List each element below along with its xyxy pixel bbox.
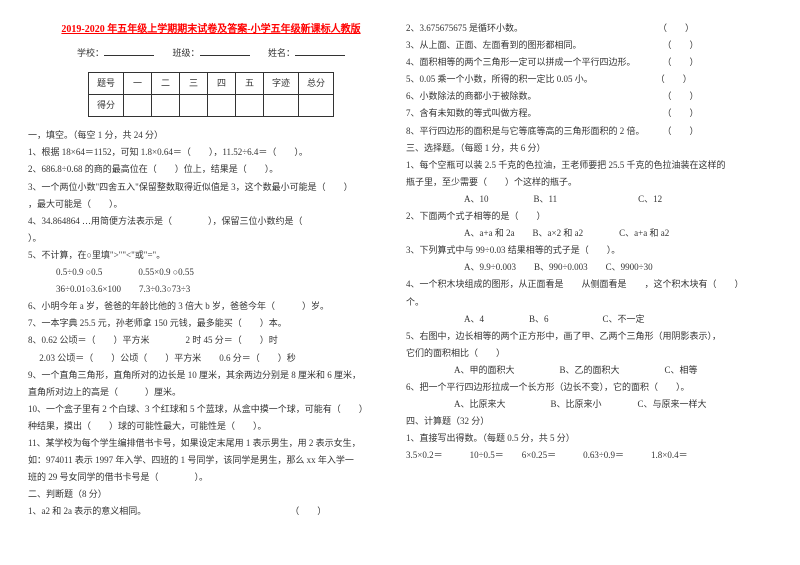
exam-title: 2019-2020 年五年级上学期期末试卷及答案-小学五年级新课标人教版 bbox=[28, 20, 394, 39]
q3b: ，最大可能是（ ）。 bbox=[28, 196, 394, 213]
q4b: ）。 bbox=[28, 230, 394, 247]
q8b: 2.03 公顷＝（ ）公顷（ ）平方米 0.6 分＝（ ）秒 bbox=[28, 350, 394, 367]
x5b: 它们的面积相比（ ） bbox=[406, 345, 772, 362]
x1b: 瓶子里，至少需要（ ）个这样的瓶子。 bbox=[406, 174, 772, 191]
q5a: 0.5÷0.9 ○0.5 0.55×0.9 ○0.55 bbox=[28, 264, 394, 281]
name-blank bbox=[295, 46, 345, 56]
x5: 5、右图中，边长相等的两个正方形中，画了甲、乙两个三角形（用阴影表示）， bbox=[406, 328, 772, 345]
q1: 1、根据 18×64＝1152，可知 1.8×0.64＝（ ），11.52÷6.… bbox=[28, 144, 394, 161]
section-4-heading: 四、计算题（32 分） bbox=[406, 413, 772, 430]
x6o: A、比原来大 B、比原来小 C、与原来一样大 bbox=[406, 396, 772, 413]
q6: 6、小明今年 a 岁，爸爸的年龄比他的 3 倍大 b 岁，爸爸今年（ ）岁。 bbox=[28, 298, 394, 315]
section-1-heading: 一，填空。（每空 1 分，共 24 分） bbox=[28, 127, 394, 144]
th-4: 四 bbox=[207, 73, 235, 95]
x1o: A、10 B、11 C、12 bbox=[406, 191, 772, 208]
q9: 9、一个直角三角形，直角所对的边长是 10 厘米，其余两边分别是 8 厘米和 6… bbox=[28, 367, 394, 384]
th-6: 字迹 bbox=[263, 73, 298, 95]
th-7: 总分 bbox=[299, 73, 334, 95]
j1: 1、a2 和 2a 表示的意义相同。 （ ） bbox=[28, 503, 394, 520]
q10: 10、一个盒子里有 2 个白球、3 个红球和 5 个蓝球，从盒中摸一个球，可能有… bbox=[28, 401, 394, 418]
c1a: 3.5×0.2＝ 10÷0.5＝ 6×0.25＝ 0.63÷0.9＝ 1.8×0… bbox=[406, 447, 772, 464]
score-header-row: 题号 一 二 三 四 五 字迹 总分 bbox=[88, 73, 333, 95]
q11c: 班的 29 号女同学的借书卡号是（ ）。 bbox=[28, 469, 394, 486]
class-label: 班级： bbox=[172, 45, 199, 62]
x4b: 个。 bbox=[406, 294, 772, 311]
name-label: 姓名： bbox=[268, 45, 295, 62]
x2: 2、下面两个式子相等的是（ ） bbox=[406, 208, 772, 225]
j2: 2、3.675675675 是循环小数。 （ ） bbox=[406, 20, 772, 37]
x5o: A、甲的面积大 B、乙的面积大 C、相等 bbox=[406, 362, 772, 379]
j8: 8、平行四边形的面积是与它等底等高的三角形面积的 2 倍。 （ ） bbox=[406, 123, 772, 140]
j3: 3、从上面、正面、左面看到的图形都相同。 （ ） bbox=[406, 37, 772, 54]
x4: 4、一个积木块组成的图形，从正面看是 从侧面看是 ，这个积木块有（ ） bbox=[406, 276, 772, 293]
school-label: 学校： bbox=[77, 45, 104, 62]
q4: 4、34.864864 …用简便方法表示是（ ），保留三位小数约是（ bbox=[28, 213, 394, 230]
x6: 6、把一个平行四边形拉成一个长方形（边长不变），它的面积（ ）。 bbox=[406, 379, 772, 396]
class-blank bbox=[200, 46, 250, 56]
th-1: 一 bbox=[123, 73, 151, 95]
q5: 5、不计算，在○里填">""<"或"="。 bbox=[28, 247, 394, 264]
x3: 3、下列算式中与 99÷0.03 结果相等的式子是（ ）。 bbox=[406, 242, 772, 259]
q2: 2、686.8÷0.68 的商的最高位在（ ）位上，结果是（ ）。 bbox=[28, 161, 394, 178]
section-2-heading: 二、判断题（8 分） bbox=[28, 486, 394, 503]
q11: 11、某学校为每个学生编排借书卡号，如果设定末尾用 1 表示男生，用 2 表示女… bbox=[28, 435, 394, 452]
q10b: 种结果，摸出（ ）球的可能性最大，可能性是（ ）。 bbox=[28, 418, 394, 435]
x3o: A、9.9÷0.003 B、990÷0.003 C、9900÷30 bbox=[406, 259, 772, 276]
th-2: 二 bbox=[151, 73, 179, 95]
student-info-line: 学校： 班级： 姓名： bbox=[28, 45, 394, 62]
q11b: 如：974011 表示 1997 年入学、四班的 1 号同学，该同学是男生，那么… bbox=[28, 452, 394, 469]
x4o: A、4 B、6 C、不一定 bbox=[406, 311, 772, 328]
q7: 7、一本字典 25.5 元，孙老师拿 150 元钱，最多能买（ ）本。 bbox=[28, 315, 394, 332]
x1: 1、每个空瓶可以装 2.5 千克的色拉油，王老师要把 25.5 千克的色拉油装在… bbox=[406, 157, 772, 174]
section-3-heading: 三、选择题。（每题 1 分，共 6 分） bbox=[406, 140, 772, 157]
th-0: 题号 bbox=[88, 73, 123, 95]
q5b: 36÷0.01○3.6×100 7.3÷0.3○73÷3 bbox=[28, 281, 394, 298]
q8: 8、0.62 公顷＝（ ）平方米 2 时 45 分＝（ ）时 bbox=[28, 332, 394, 349]
score-table: 题号 一 二 三 四 五 字迹 总分 得分 bbox=[88, 72, 334, 117]
th-5: 五 bbox=[235, 73, 263, 95]
x2o: A、a+a 和 2a B、a×2 和 a2 C、a+a 和 a2 bbox=[406, 225, 772, 242]
j6: 6、小数除法的商都小于被除数。 （ ） bbox=[406, 88, 772, 105]
score-value-row: 得分 bbox=[88, 95, 333, 117]
left-column: 2019-2020 年五年级上学期期末试卷及答案-小学五年级新课标人教版 学校：… bbox=[22, 20, 400, 545]
j5: 5、0.05 乘一个小数，所得的积一定比 0.05 小。 （ ） bbox=[406, 71, 772, 88]
right-column: 2、3.675675675 是循环小数。 （ ） 3、从上面、正面、左面看到的图… bbox=[400, 20, 778, 545]
j7: 7、含有未知数的等式叫做方程。 （ ） bbox=[406, 105, 772, 122]
j4: 4、面积相等的两个三角形一定可以拼成一个平行四边形。 （ ） bbox=[406, 54, 772, 71]
row-label: 得分 bbox=[88, 95, 123, 117]
school-blank bbox=[104, 46, 154, 56]
q3: 3、一个两位小数"四舍五入"保留整数取得近似值是 3，这个数最小可能是（ ） bbox=[28, 179, 394, 196]
th-3: 三 bbox=[179, 73, 207, 95]
q9b: 直角所对边上的高是（ ）厘米。 bbox=[28, 384, 394, 401]
c1: 1、直接写出得数。（每题 0.5 分，共 5 分） bbox=[406, 430, 772, 447]
